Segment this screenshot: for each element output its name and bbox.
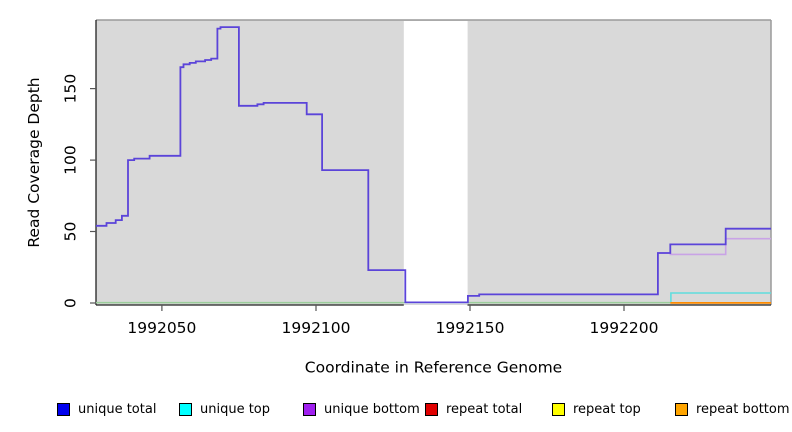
x-tick-label: 1992050: [127, 319, 196, 337]
y-tick-label: 150: [62, 74, 80, 104]
y-tick-label: 0: [62, 298, 80, 308]
unique-total-line: [96, 26, 771, 304]
y-tick-label: 50: [62, 222, 80, 242]
y-axis-title: Read Coverage Depth: [25, 77, 43, 247]
x-tick-label: 1992100: [281, 319, 350, 337]
x-tick-label: 1992150: [435, 319, 504, 337]
coverage-gap-region: [403, 21, 468, 304]
x-tick-label: 1992200: [589, 319, 658, 337]
y-tick-label: 100: [62, 145, 80, 175]
x-axis-title: Coordinate in Reference Genome: [305, 359, 562, 377]
